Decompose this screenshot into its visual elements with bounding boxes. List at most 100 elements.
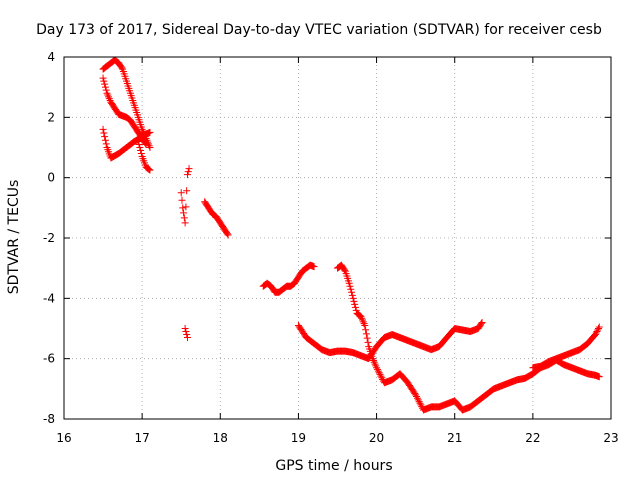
grid [64, 57, 611, 419]
data-point-fill [374, 367, 382, 375]
data-point [99, 74, 107, 82]
data-point [181, 219, 189, 227]
x-tick-label: 22 [525, 431, 540, 445]
x-tick-label: 19 [291, 431, 306, 445]
y-axis-title: SDTVAR / TECUs [6, 180, 22, 295]
x-tick-label: 20 [369, 431, 384, 445]
data-point-fill [375, 369, 383, 377]
data-point-fill [362, 330, 370, 338]
y-tick-label: 2 [47, 110, 55, 124]
data-point [146, 144, 154, 151]
data-point-fill [417, 401, 425, 409]
data-point-fill [102, 140, 110, 148]
data-point-fill [178, 196, 186, 204]
data-point [146, 128, 154, 136]
data-point [179, 204, 187, 212]
data-point-fill [341, 266, 349, 274]
series-track-g [259, 261, 318, 296]
data-point [138, 125, 146, 133]
data-point [595, 323, 603, 331]
data-point [224, 231, 232, 239]
data-point-fill [359, 318, 367, 326]
data-point-fill [106, 96, 114, 104]
x-axis-title: GPS time / hours [275, 458, 392, 474]
data-point-fill [414, 396, 422, 404]
data-point-fill [360, 320, 368, 328]
data-point-fill [101, 80, 109, 88]
y-tick-label: -8 [43, 412, 55, 426]
y-tick-label: -4 [43, 291, 55, 305]
data-point [361, 321, 369, 329]
series-track-i [334, 261, 603, 414]
chart-title: Day 173 of 2017, Sidereal Day-to-day VTE… [36, 22, 602, 38]
data-point-fill [135, 140, 143, 148]
data-point-fill [363, 334, 371, 342]
series-track-f [201, 198, 232, 239]
data-points [99, 56, 603, 414]
data-point-fill [101, 136, 109, 144]
data-point-fill [376, 370, 384, 378]
data-point-fill [593, 328, 601, 336]
data-point-fill [358, 314, 366, 322]
data-point-fill [182, 203, 190, 211]
data-point-fill [137, 147, 145, 155]
data-point-fill [377, 372, 385, 380]
x-tick-label: 21 [447, 431, 462, 445]
x-tick-label: 17 [135, 431, 150, 445]
data-point-fill [359, 316, 367, 324]
data-point-fill [370, 358, 378, 366]
data-point-fill [592, 329, 600, 337]
data-point-fill [118, 64, 126, 72]
data-point-fill [101, 133, 109, 141]
data-point-fill [415, 398, 423, 406]
data-point [134, 137, 142, 145]
data-point-fill [144, 165, 152, 173]
data-point-fill [369, 356, 377, 364]
data-point [146, 166, 154, 174]
x-tick-label: 16 [56, 431, 71, 445]
data-point [183, 171, 191, 179]
data-point-fill [104, 91, 112, 99]
data-point-fill [101, 83, 109, 91]
data-point [185, 165, 193, 173]
data-point [142, 140, 150, 148]
data-point-fill [137, 150, 145, 158]
series-track-d [177, 165, 193, 227]
data-point-fill [351, 303, 359, 311]
data-point-fill [223, 230, 231, 238]
data-point-fill [105, 95, 113, 103]
data-point-fill [352, 306, 360, 314]
data-point [478, 318, 486, 326]
series-track-b [99, 125, 154, 162]
data-point-fill [182, 328, 190, 336]
y-tick-label: -6 [43, 352, 55, 366]
data-point [181, 325, 189, 332]
data-point-fill [183, 331, 191, 339]
data-point-fill [372, 362, 380, 370]
y-tick-label: 4 [47, 50, 55, 64]
data-point-fill [100, 129, 108, 137]
data-point [349, 294, 357, 302]
data-point [99, 125, 107, 133]
y-tick-label: 0 [47, 171, 55, 185]
x-tick-label: 23 [603, 431, 618, 445]
series-track-c [134, 137, 154, 174]
data-point-fill [348, 288, 356, 296]
data-point-fill [346, 282, 354, 290]
series-track-h [294, 318, 486, 363]
data-point-fill [477, 320, 485, 328]
data-point-fill [350, 297, 358, 305]
y-tick-label: -2 [43, 231, 55, 245]
data-point [183, 334, 191, 342]
x-tick-label: 18 [213, 431, 228, 445]
data-point-fill [145, 142, 153, 150]
data-point-fill [102, 86, 110, 94]
data-point-fill [105, 93, 113, 101]
data-point-fill [364, 338, 372, 346]
data-point-fill [378, 374, 386, 382]
data-point [310, 263, 318, 271]
data-point [591, 331, 599, 339]
data-point-fill [145, 166, 153, 174]
axis-ticks: 16 17 18 19 20 21 22 23 -8 -6 -4 -2 0 2 4 [43, 50, 619, 445]
